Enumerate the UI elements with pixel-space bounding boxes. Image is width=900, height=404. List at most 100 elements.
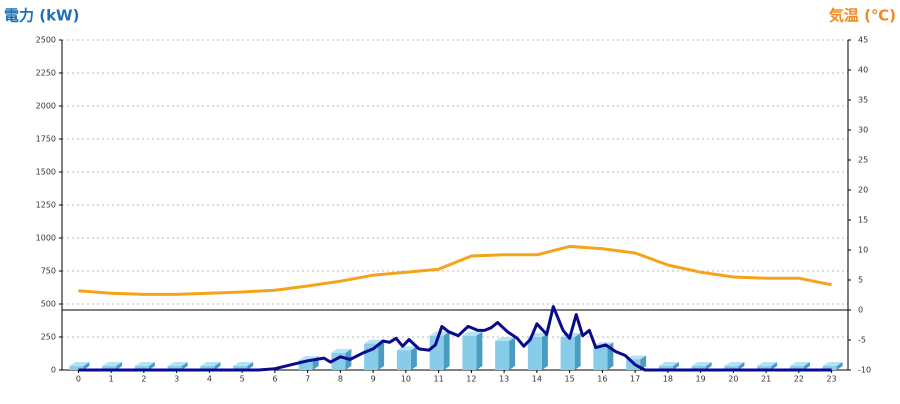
x-tick-label: 0 (76, 375, 81, 384)
bar (134, 366, 149, 370)
x-tick-label: 3 (174, 375, 179, 384)
bar (527, 337, 542, 370)
x-tick-label: 22 (794, 375, 804, 384)
x-tick-label: 21 (761, 375, 771, 384)
x-tick-label: 4 (207, 375, 212, 384)
bar (822, 366, 837, 370)
bar-top (757, 362, 778, 367)
bar (69, 366, 84, 370)
y-tick-label: 750 (41, 267, 56, 276)
x-tick-label: 11 (434, 375, 444, 384)
y2-tick-label: 30 (858, 126, 868, 135)
y2-tick-label: 25 (858, 156, 868, 165)
y-tick-label: 2500 (36, 36, 56, 45)
x-tick-label: 1 (109, 375, 114, 384)
bar-side (771, 362, 778, 370)
x-tick-label: 9 (371, 375, 376, 384)
x-tick-label: 13 (499, 375, 509, 384)
bar-top (331, 348, 352, 353)
x-tick-label: 2 (141, 375, 146, 384)
x-tick-label: 14 (532, 375, 542, 384)
bar-top (495, 336, 516, 341)
bar-side (672, 362, 679, 370)
bar-top (626, 355, 647, 360)
bar-side (509, 336, 516, 370)
bar (560, 337, 575, 370)
bar-side (836, 362, 843, 370)
bar (102, 366, 117, 370)
bar (691, 366, 706, 370)
bar-side (214, 362, 221, 370)
bar-side (574, 333, 581, 370)
y2-tick-label: 0 (858, 306, 863, 315)
y2-tick-label: 20 (858, 186, 868, 195)
bar-side (476, 331, 483, 370)
bar (658, 366, 673, 370)
line (78, 244, 832, 296)
bar-side (83, 362, 90, 370)
bar-side (116, 362, 123, 370)
bar (429, 335, 444, 370)
y-tick-label: 1250 (36, 201, 56, 210)
bar (233, 366, 248, 370)
y-tick-label: 1000 (36, 234, 56, 243)
y2-tick-label: -5 (858, 336, 866, 345)
bar-top (658, 362, 679, 367)
bar (396, 350, 411, 370)
x-tick-label: 8 (338, 375, 343, 384)
bar-top (233, 362, 254, 367)
bar-side (181, 362, 188, 370)
y-tick-label: 2000 (36, 102, 56, 111)
x-tick-label: 17 (630, 375, 640, 384)
x-tick-label: 12 (466, 375, 476, 384)
x-tick-label: 23 (827, 375, 837, 384)
bar (298, 360, 313, 370)
y-tick-label: 1750 (36, 135, 56, 144)
bar-top (69, 362, 90, 367)
x-tick-label: 6 (272, 375, 277, 384)
bar (724, 366, 739, 370)
bar-side (705, 362, 712, 370)
y2-tick-label: 15 (858, 216, 868, 225)
x-tick-label: 20 (728, 375, 738, 384)
bar-top (200, 362, 221, 367)
y2-tick-label: 10 (858, 246, 868, 255)
y2-tick-label: 5 (858, 276, 863, 285)
bar (167, 366, 182, 370)
x-tick-label: 18 (663, 375, 673, 384)
bar-top (691, 362, 712, 367)
bar-side (148, 362, 155, 370)
bar-side (410, 346, 417, 370)
x-tick-label: 16 (597, 375, 607, 384)
y-tick-label: 500 (41, 300, 56, 309)
bar (495, 340, 510, 370)
bar-top (167, 362, 188, 367)
bar-top (462, 331, 483, 336)
bar-side (247, 362, 254, 370)
x-tick-label: 15 (565, 375, 575, 384)
bar (789, 366, 804, 370)
y2-tick-label: 45 (858, 36, 868, 45)
y-tick-label: 250 (41, 333, 56, 342)
bar-side (541, 333, 548, 370)
bar-side (640, 355, 647, 370)
y-axis-title: 電力 (kW) (4, 7, 79, 25)
y2-tick-label: 35 (858, 96, 868, 105)
bar-top (102, 362, 123, 367)
y-tick-label: 2250 (36, 69, 56, 78)
y-tick-label: 0 (51, 366, 56, 375)
bar (757, 366, 772, 370)
line (78, 305, 832, 372)
bar-top (822, 362, 843, 367)
bar-top (789, 362, 810, 367)
y2-tick-label: 40 (858, 66, 868, 75)
bar-side (803, 362, 810, 370)
bar (593, 346, 608, 370)
bar (200, 366, 215, 370)
bar (462, 335, 477, 370)
bar-top (134, 362, 155, 367)
x-tick-label: 5 (240, 375, 245, 384)
bar-side (443, 331, 450, 370)
y2-tick-label: -10 (858, 366, 871, 375)
